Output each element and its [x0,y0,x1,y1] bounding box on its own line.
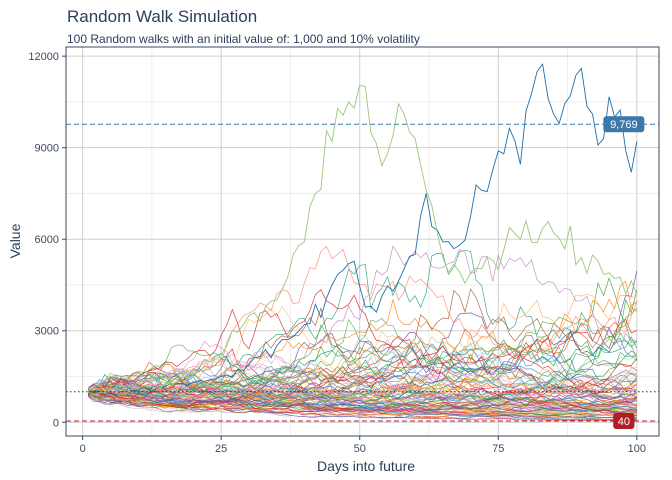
walk-line [88,394,637,413]
walk-line [88,377,637,407]
walk-line [87,391,637,420]
walk-line [88,383,637,404]
walk-line [88,391,637,413]
value-flag: 9,769 [603,116,645,133]
highlight-walk-line [88,62,638,396]
x-tick-label: 50 [354,443,366,455]
walk-line [88,378,637,410]
walk-line [88,379,637,406]
y-tick-label: 6000 [35,234,59,246]
walk-line [88,292,638,407]
walk-line [88,345,638,403]
axis-ticks: 0 25 50 75 100 0 3000 6000 9000 12000 [28,51,646,455]
value-flag-label: 40 [618,416,630,428]
walk-line [88,368,637,409]
walk-line [88,373,637,403]
value-flag-box [613,413,635,430]
walk-line [87,318,638,393]
highlight-walk-line [87,84,638,396]
y-tick-label: 12000 [28,51,59,63]
walk-line [87,376,637,413]
x-tick-label: 0 [80,443,86,455]
value-flags: 9,769 40 [603,116,645,430]
value-flag-label: 9,769 [610,119,638,131]
y-axis-title: Value [7,223,23,258]
walk-line [88,308,638,391]
walk-line [88,374,637,408]
chart-title: Random Walk Simulation [67,7,258,26]
reference-lines [66,123,659,422]
walk-line [88,323,637,398]
walk-line [87,353,637,401]
walk-line [88,386,637,418]
walk-line [87,374,637,414]
chart-subtitle: 100 Random walks with an initial value o… [67,32,420,46]
x-tick-label: 100 [628,443,646,455]
x-tick-label: 25 [215,443,227,455]
plot-border [65,46,660,437]
walk-line [88,368,637,404]
value-flag: 40 [613,413,635,430]
value-flag-box [603,116,645,133]
y-tick-label: 3000 [35,326,59,338]
y-tick-label: 0 [53,417,59,429]
walk-line [88,340,638,408]
x-tick-label: 75 [492,443,504,455]
walk-line [88,387,637,417]
walk-lines [87,62,638,421]
y-tick-label: 9000 [35,143,59,155]
walk-line [88,289,638,396]
walk-line [88,340,638,393]
walk-line [87,379,637,414]
x-axis-title: Days into future [317,458,415,474]
